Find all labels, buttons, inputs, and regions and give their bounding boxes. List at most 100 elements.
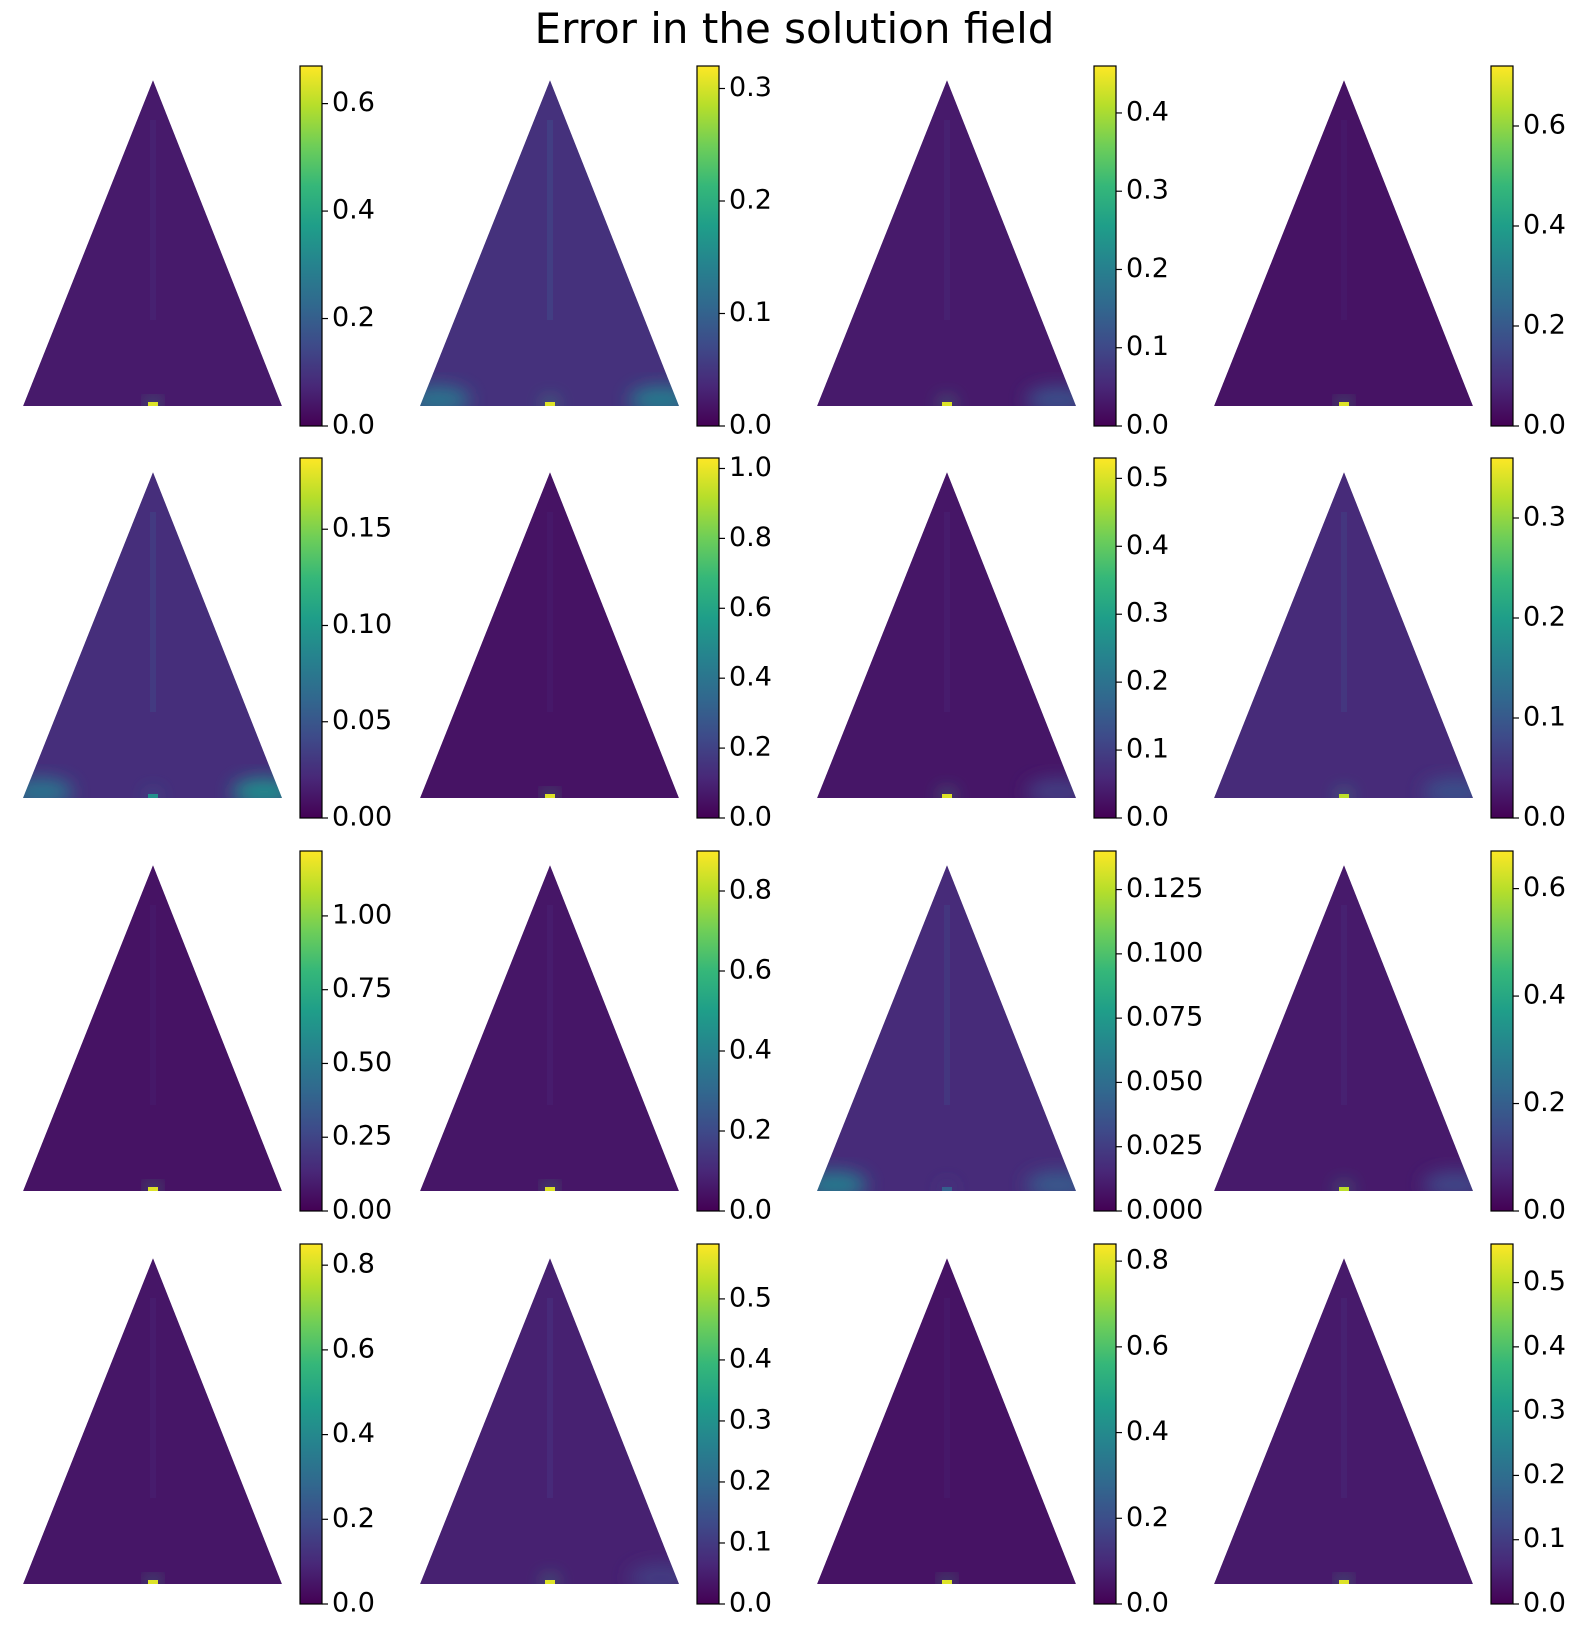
colorbar-tick-label: 0.5 <box>1126 462 1169 493</box>
center-streak <box>1341 512 1347 712</box>
colorbar-tick-label: 0.0 <box>729 410 772 441</box>
colorbar-frame <box>299 850 323 1212</box>
colorbar-tick-label: 0.05 <box>332 705 392 736</box>
colorbar-tick-label: 0.0 <box>729 1588 772 1619</box>
colorbar-frame <box>1093 457 1117 819</box>
hotspot-bottom-left <box>817 1171 867 1191</box>
colorbar-frame <box>696 65 720 427</box>
colorbar-tick-label: 0.3 <box>1523 1395 1566 1426</box>
colorbar-tick-label: 0.3 <box>1126 598 1169 629</box>
colorbar <box>697 1244 719 1604</box>
colorbar-frame <box>1490 1243 1514 1605</box>
colorbar-tick-label: 0.0 <box>1523 1588 1566 1619</box>
colorbar <box>300 458 322 818</box>
source-point <box>942 1580 952 1584</box>
colorbar <box>1094 851 1116 1211</box>
colorbar-frame <box>696 1243 720 1605</box>
colorbar-tick-label: 0.050 <box>1126 1066 1203 1097</box>
source-point <box>1339 402 1349 406</box>
panel-svg: 0.0 0.2 0.4 0.6 0.8 <box>420 850 772 1226</box>
colorbar-tick-label: 0.4 <box>1523 210 1566 241</box>
center-streak <box>1341 120 1347 320</box>
colorbar-tick-label: 0.2 <box>729 1465 772 1496</box>
error-field <box>817 865 1076 1191</box>
hotspot-bottom-right <box>1026 778 1076 798</box>
colorbar-tick-label: 0.3 <box>1523 502 1566 533</box>
colorbar-frame <box>1093 1243 1117 1605</box>
colorbar-tick-label: 0.125 <box>1126 873 1203 904</box>
colorbar <box>300 1244 322 1604</box>
colorbar-tick-label: 0.4 <box>1523 980 1566 1011</box>
source-point <box>545 794 555 798</box>
center-streak <box>547 512 553 712</box>
colorbar-tick-label: 0.4 <box>1126 96 1169 127</box>
panel-svg: 0.00 0.25 0.50 0.75 1.00 <box>23 850 392 1226</box>
center-streak <box>944 120 950 320</box>
figure-title: Error in the solution field <box>534 4 1055 53</box>
error-panel: 0.0 0.1 0.2 0.3 0.4 0.5 <box>397 1236 794 1636</box>
colorbar-tick-label: 0.6 <box>729 955 772 986</box>
hotspot-bottom-right <box>1026 386 1076 406</box>
colorbar-tick-label: 0.3 <box>729 1404 772 1435</box>
colorbar-tick-label: 0.8 <box>729 522 772 553</box>
source-point <box>148 794 158 798</box>
error-field <box>420 1258 679 1584</box>
colorbar-tick-label: 0.2 <box>729 1115 772 1146</box>
error-panel: 0.00 0.25 0.50 0.75 1.00 <box>0 843 397 1243</box>
panel-svg: 0.0 0.2 0.4 0.6 <box>1214 850 1566 1226</box>
colorbar-tick-label: 0.025 <box>1126 1130 1203 1161</box>
panel-svg: 0.0 0.1 0.2 0.3 0.4 <box>817 65 1169 441</box>
source-point <box>942 402 952 406</box>
colorbar-tick-label: 0.8 <box>332 1249 375 1280</box>
colorbar-frame <box>1490 457 1514 819</box>
colorbar-tick-label: 0.0 <box>1126 1588 1169 1619</box>
colorbar-tick-label: 0.0 <box>729 1195 772 1226</box>
center-streak <box>150 512 156 712</box>
colorbar-tick-label: 0.4 <box>729 662 772 693</box>
colorbar-tick-label: 0.8 <box>1126 1245 1169 1276</box>
error-panel: 0.0 0.2 0.4 0.6 0.8 <box>794 1236 1191 1636</box>
colorbar-tick-label: 0.00 <box>332 1195 392 1226</box>
hotspot-bottom-left <box>23 778 73 798</box>
source-point <box>942 794 952 798</box>
colorbar <box>697 851 719 1211</box>
source-point <box>545 1580 555 1584</box>
colorbar-tick-label: 0.4 <box>332 195 375 226</box>
colorbar-tick-label: 0.6 <box>1523 872 1566 903</box>
center-streak <box>547 905 553 1105</box>
error-panel: 0.000 0.025 0.050 0.075 0.100 0.125 <box>794 843 1203 1243</box>
center-streak <box>547 1298 553 1498</box>
panel-svg: 0.0 0.1 0.2 0.3 0.4 0.5 <box>420 1243 772 1619</box>
colorbar <box>1491 1244 1513 1604</box>
colorbar-tick-label: 0.6 <box>1126 1330 1169 1361</box>
error-field <box>1214 80 1473 406</box>
colorbar-tick-label: 0.2 <box>332 1503 375 1534</box>
center-streak <box>944 512 950 712</box>
colorbar-frame <box>299 65 323 427</box>
error-field <box>23 80 282 406</box>
error-field <box>817 1258 1076 1584</box>
error-field <box>23 1258 282 1584</box>
colorbar-tick-label: 0.2 <box>1523 310 1566 341</box>
colorbar-tick-label: 0.75 <box>332 973 392 1004</box>
source-point <box>1339 1580 1349 1584</box>
source-point <box>148 1580 158 1584</box>
error-panel: 0.0 0.2 0.4 0.6 <box>0 58 397 458</box>
panel-svg: 0.0 0.1 0.2 0.3 0.4 0.5 <box>1214 1243 1566 1619</box>
error-panel: 0.0 0.1 0.2 0.3 <box>397 58 794 458</box>
hotspot-bottom-left <box>420 386 470 406</box>
error-panel: 0.0 0.1 0.2 0.3 0.4 <box>794 58 1191 458</box>
colorbar-tick-label: 0.075 <box>1126 1002 1203 1033</box>
center-streak <box>150 1298 156 1498</box>
colorbar-tick-label: 0.0 <box>1126 802 1169 833</box>
colorbar <box>697 66 719 426</box>
colorbar-tick-label: 0.6 <box>332 1333 375 1364</box>
error-panel: 0.0 0.2 0.4 0.6 0.8 1.0 <box>397 450 794 850</box>
error-field <box>23 865 282 1191</box>
colorbar-tick-label: 0.4 <box>1126 530 1169 561</box>
center-streak <box>150 905 156 1105</box>
colorbar-tick-label: 0.2 <box>1523 1087 1566 1118</box>
error-panel: 0.0 0.2 0.4 0.6 <box>1191 843 1588 1243</box>
colorbar-tick-label: 0.0 <box>332 410 375 441</box>
